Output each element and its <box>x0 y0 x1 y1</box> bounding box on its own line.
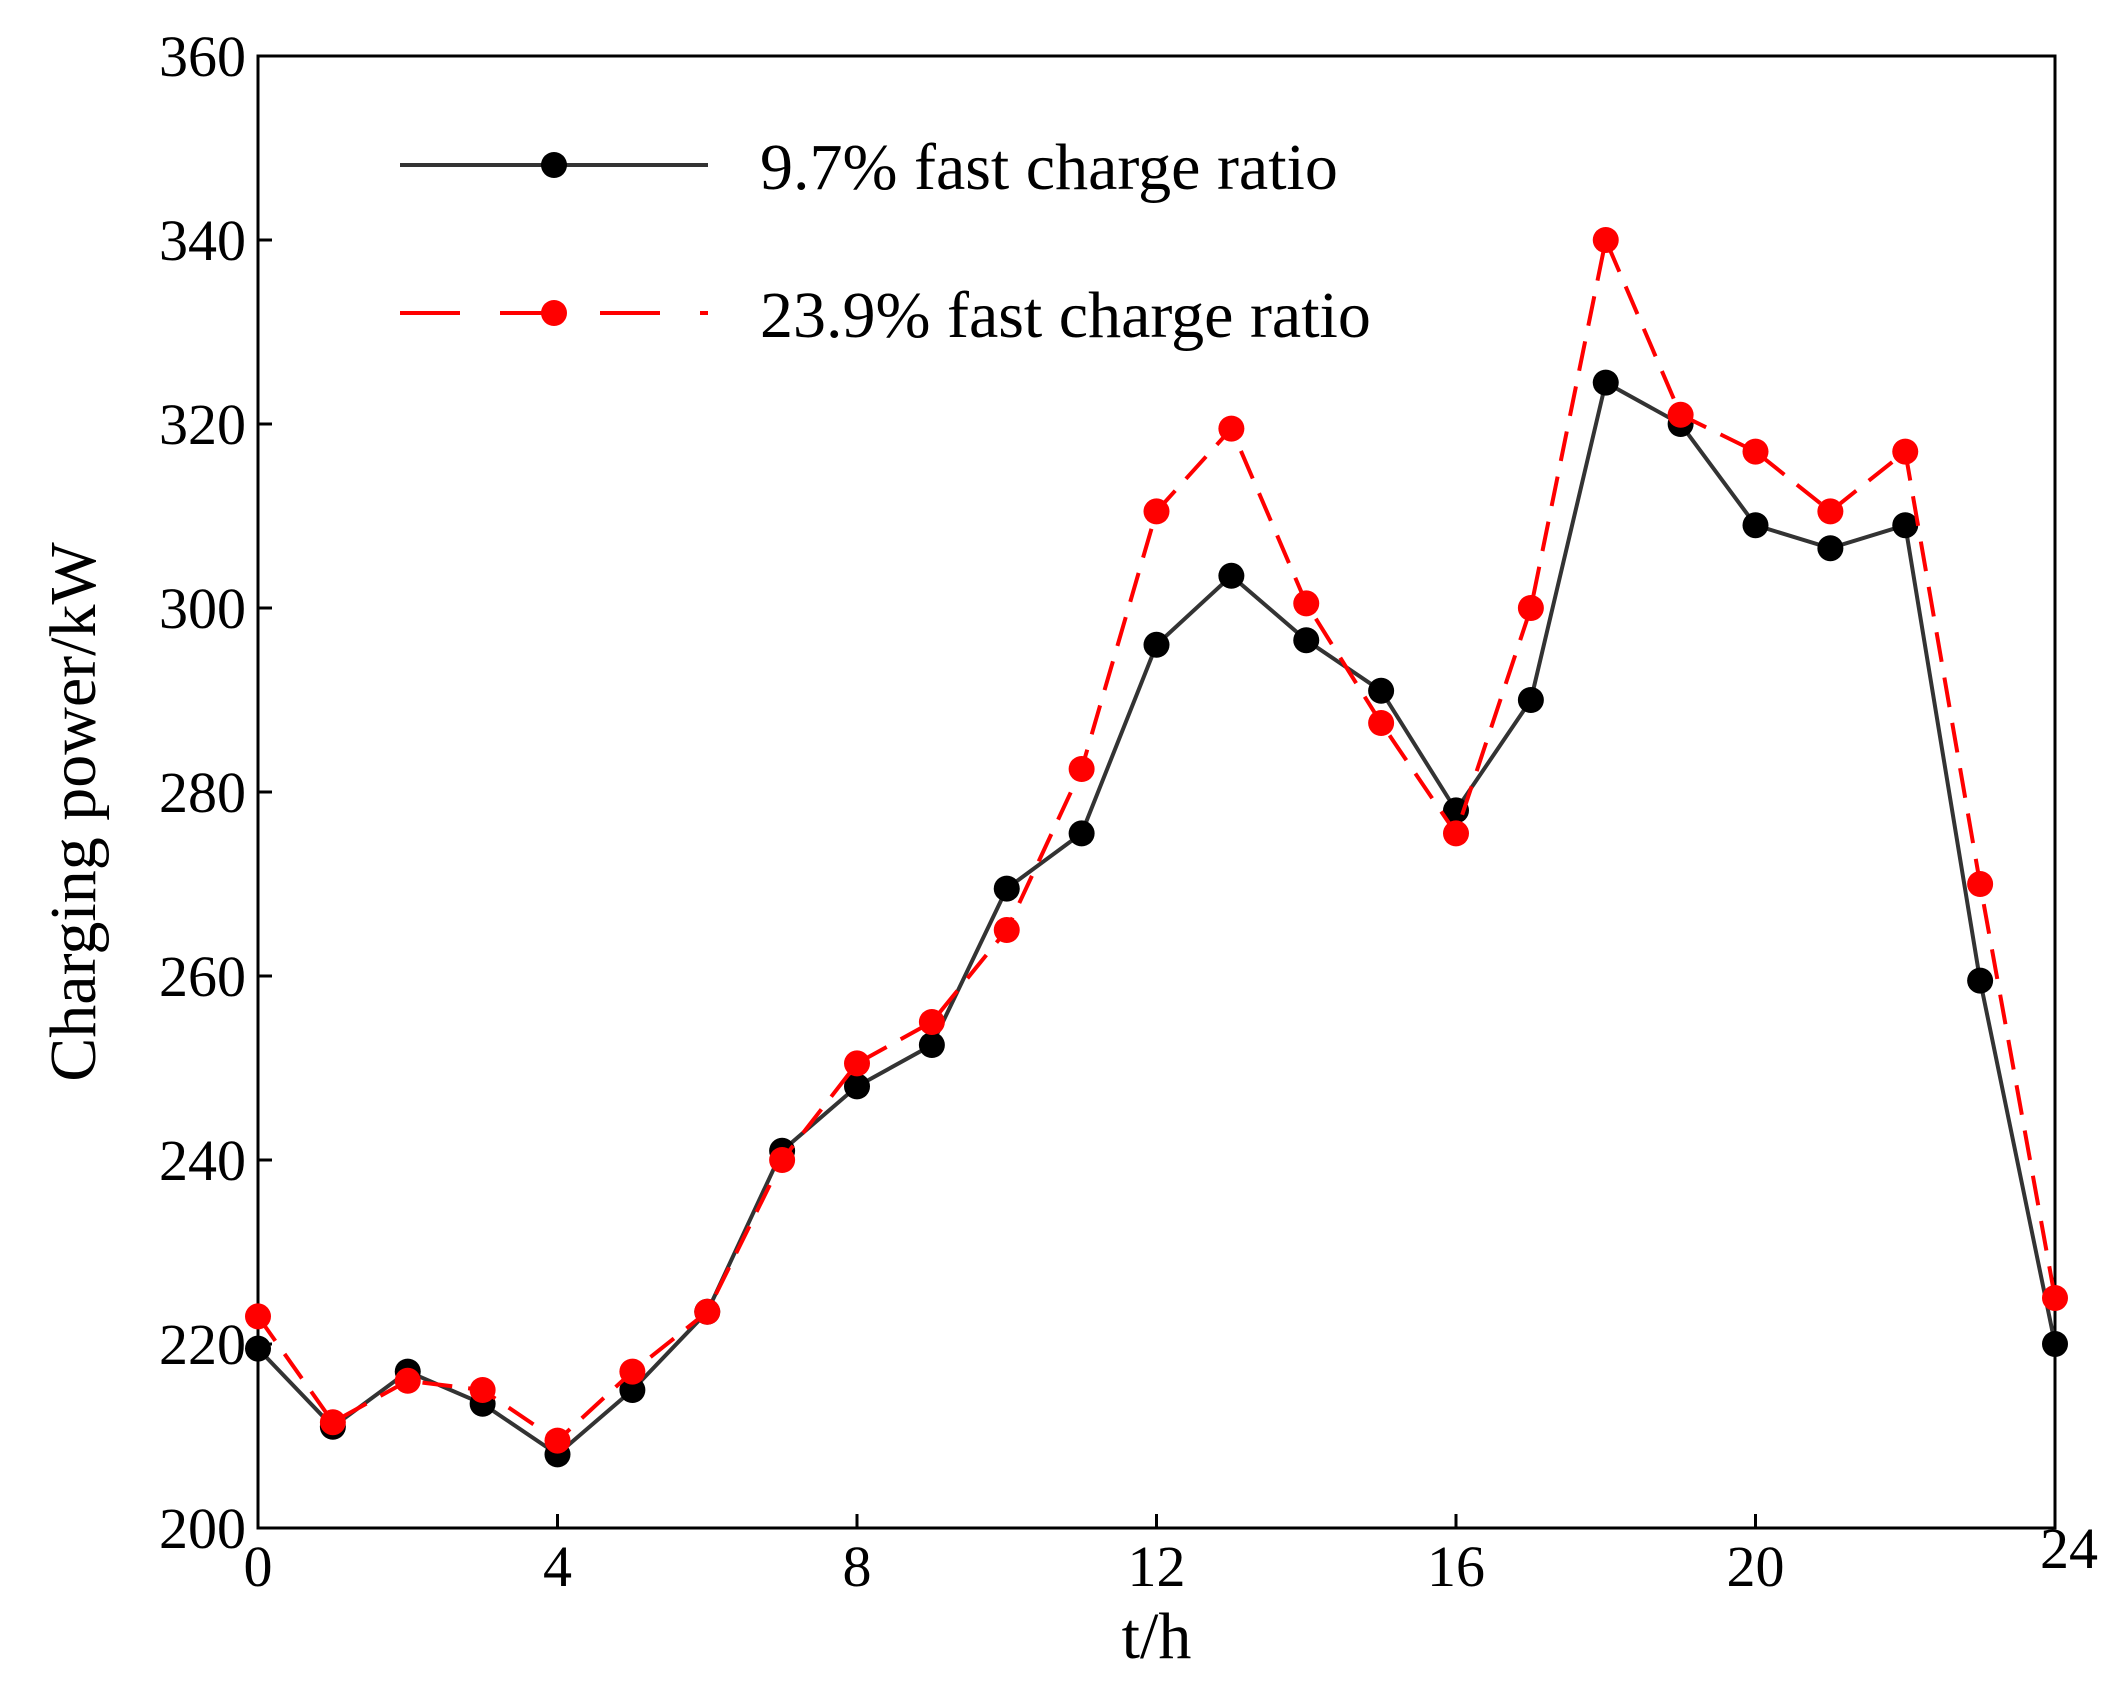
x-axis-title: t/h <box>1122 1600 1192 1673</box>
data-point-series-2 <box>1443 820 1469 847</box>
x-tick-label: 16 <box>1427 1534 1485 1599</box>
data-point-series-1 <box>1817 535 1844 562</box>
data-point-series-2 <box>1967 871 1994 897</box>
y-tick-label: 240 <box>159 1128 246 1193</box>
data-point-series-1 <box>1892 512 1919 539</box>
data-point-series-2 <box>1218 415 1245 442</box>
data-point-series-1 <box>1293 627 1320 654</box>
y-tick-label: 280 <box>159 760 246 825</box>
data-point-series-1 <box>1517 687 1544 713</box>
data-point-series-1 <box>1068 820 1095 847</box>
axes: 0 4 8 12 16 20 24 200 220 240 260 280 300 320 340 360 <box>159 24 2098 1599</box>
data-point-series-1 <box>245 1335 271 1362</box>
data-point-series-1 <box>1218 562 1245 589</box>
data-point-series-2 <box>1143 498 1170 525</box>
data-point-series-2 <box>694 1298 721 1325</box>
x-tick-label: 0 <box>244 1534 273 1599</box>
data-point-series-1 <box>993 875 1020 902</box>
data-point-series-1 <box>2042 1331 2068 1357</box>
data-point-series-2 <box>918 1009 945 1035</box>
data-point-series-2 <box>1817 498 1844 525</box>
data-point-series-1 <box>844 1073 870 1100</box>
x-tick-label: 20 <box>1727 1534 1785 1599</box>
data-point-series-1 <box>1592 369 1619 396</box>
legend-marker-1 <box>541 152 567 178</box>
series-group <box>245 227 2068 1468</box>
legend-label-1: 9.7% fast charge ratio <box>760 131 1338 204</box>
y-axis-title: Charging power/kW <box>37 542 110 1082</box>
data-point-series-2 <box>1892 438 1919 465</box>
x-tick-label: 4 <box>543 1534 572 1599</box>
y-tick-label: 260 <box>159 944 246 1009</box>
y-tick-label: 340 <box>159 208 246 273</box>
series-line-2 <box>256 233 2057 1444</box>
data-point-series-2 <box>1742 438 1769 465</box>
y-tick-label: 200 <box>159 1496 246 1561</box>
data-point-series-2 <box>319 1409 346 1436</box>
data-point-series-2 <box>394 1367 421 1394</box>
data-point-series-2 <box>2042 1285 2068 1311</box>
data-point-series-1 <box>1967 967 1994 994</box>
data-point-series-2 <box>1368 710 1395 736</box>
data-point-series-1 <box>1143 631 1170 658</box>
data-point-series-1 <box>1368 677 1395 704</box>
y-tick-label: 300 <box>159 576 246 641</box>
series-line-1 <box>256 379 2057 1457</box>
data-point-series-2 <box>619 1358 646 1385</box>
x-tick-label: 24 <box>2040 1516 2098 1581</box>
data-point-series-2 <box>1592 227 1619 253</box>
data-point-series-1 <box>1742 512 1769 539</box>
data-point-series-2 <box>993 917 1020 943</box>
plot-area <box>256 54 2057 1530</box>
y-tick-label: 320 <box>159 392 246 457</box>
data-point-series-2 <box>245 1303 271 1330</box>
data-point-series-2 <box>1068 756 1095 782</box>
y-tick-label: 360 <box>159 24 246 89</box>
data-point-series-1 <box>918 1032 945 1058</box>
legend: 9.7% fast charge ratio 23.9% fast charge … <box>400 131 1371 352</box>
data-point-series-1 <box>619 1377 646 1403</box>
x-tick-label: 12 <box>1128 1534 1186 1599</box>
data-point-series-1 <box>1443 797 1469 824</box>
y-tick-label: 220 <box>159 1312 246 1377</box>
x-tick-label: 8 <box>843 1534 872 1599</box>
data-point-series-2 <box>1517 595 1544 621</box>
data-point-series-2 <box>1667 401 1694 428</box>
data-point-series-2 <box>469 1377 496 1403</box>
data-point-series-2 <box>769 1147 796 1173</box>
data-point-series-2 <box>1293 590 1320 617</box>
data-point-series-2 <box>544 1427 571 1454</box>
legend-marker-2 <box>541 300 567 326</box>
plot-frame <box>256 54 2057 1530</box>
legend-label-2: 23.9% fast charge ratio <box>760 279 1371 352</box>
data-point-series-2 <box>844 1050 870 1077</box>
